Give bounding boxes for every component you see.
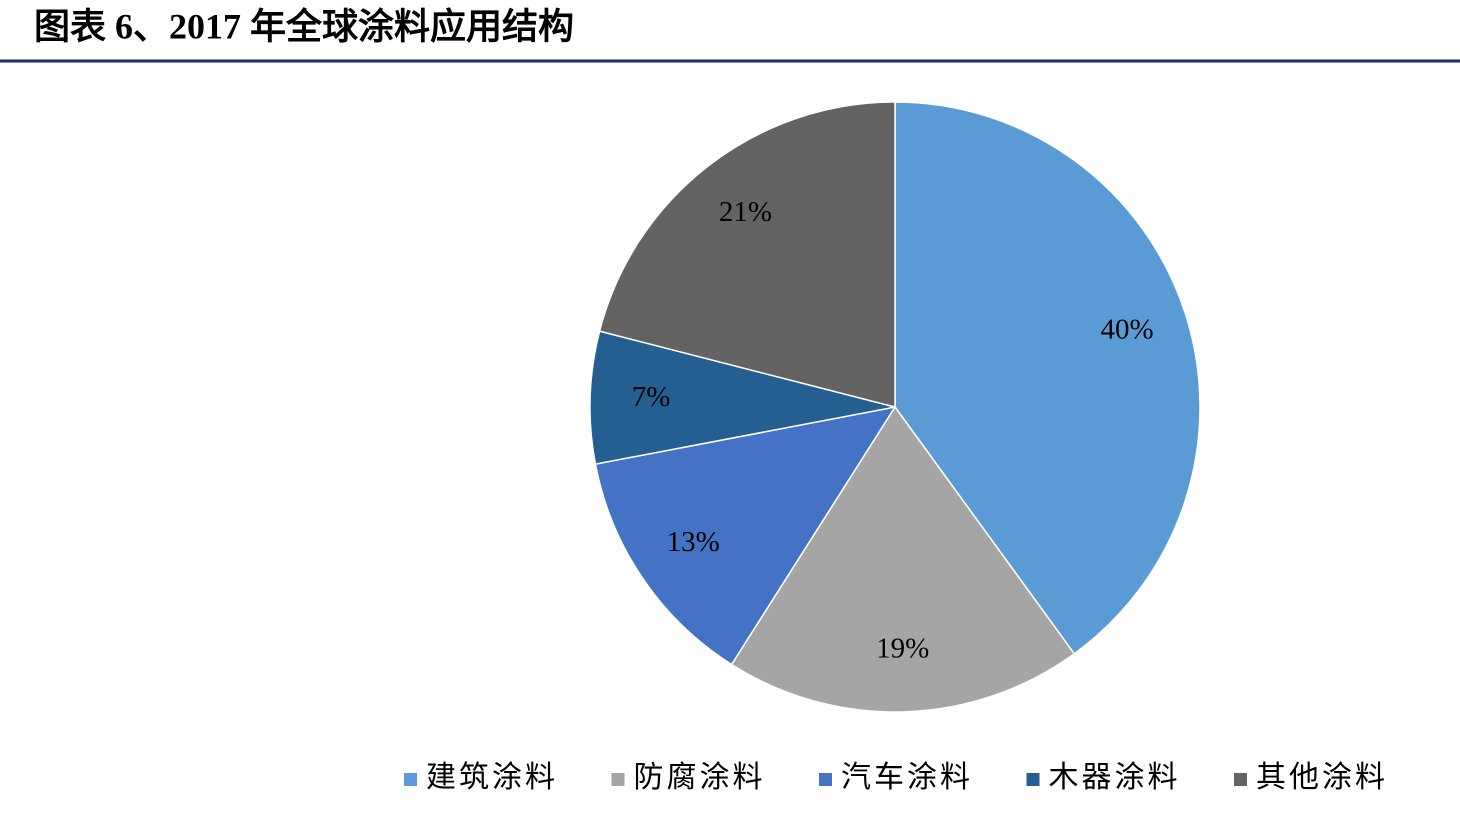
chart-title: 图表 6、2017 年全球涂料应用结构 <box>34 5 574 46</box>
pie-slice <box>598 101 896 408</box>
pie-slice <box>894 101 1201 655</box>
legend-label: 木器涂料 <box>1049 761 1181 794</box>
data-label: 19% <box>876 633 929 665</box>
legend-swatch <box>1234 773 1247 786</box>
legend-swatch <box>1026 773 1040 786</box>
legend-swatch <box>819 773 832 786</box>
pie-slice <box>730 405 1076 713</box>
data-label: 40% <box>1100 313 1153 345</box>
legend-swatch <box>404 773 417 786</box>
data-label: 7% <box>632 381 671 413</box>
legend-label: 其他涂料 <box>1256 761 1388 794</box>
legend-swatch <box>611 773 625 786</box>
legend-label: 建筑涂料 <box>426 761 558 794</box>
pie-slice <box>589 330 896 466</box>
legend-label: 防腐涂料 <box>634 761 766 794</box>
legend-label: 汽车涂料 <box>841 761 973 794</box>
data-label: 13% <box>667 526 720 558</box>
data-label: 21% <box>719 196 772 228</box>
pie-slice <box>594 405 897 666</box>
